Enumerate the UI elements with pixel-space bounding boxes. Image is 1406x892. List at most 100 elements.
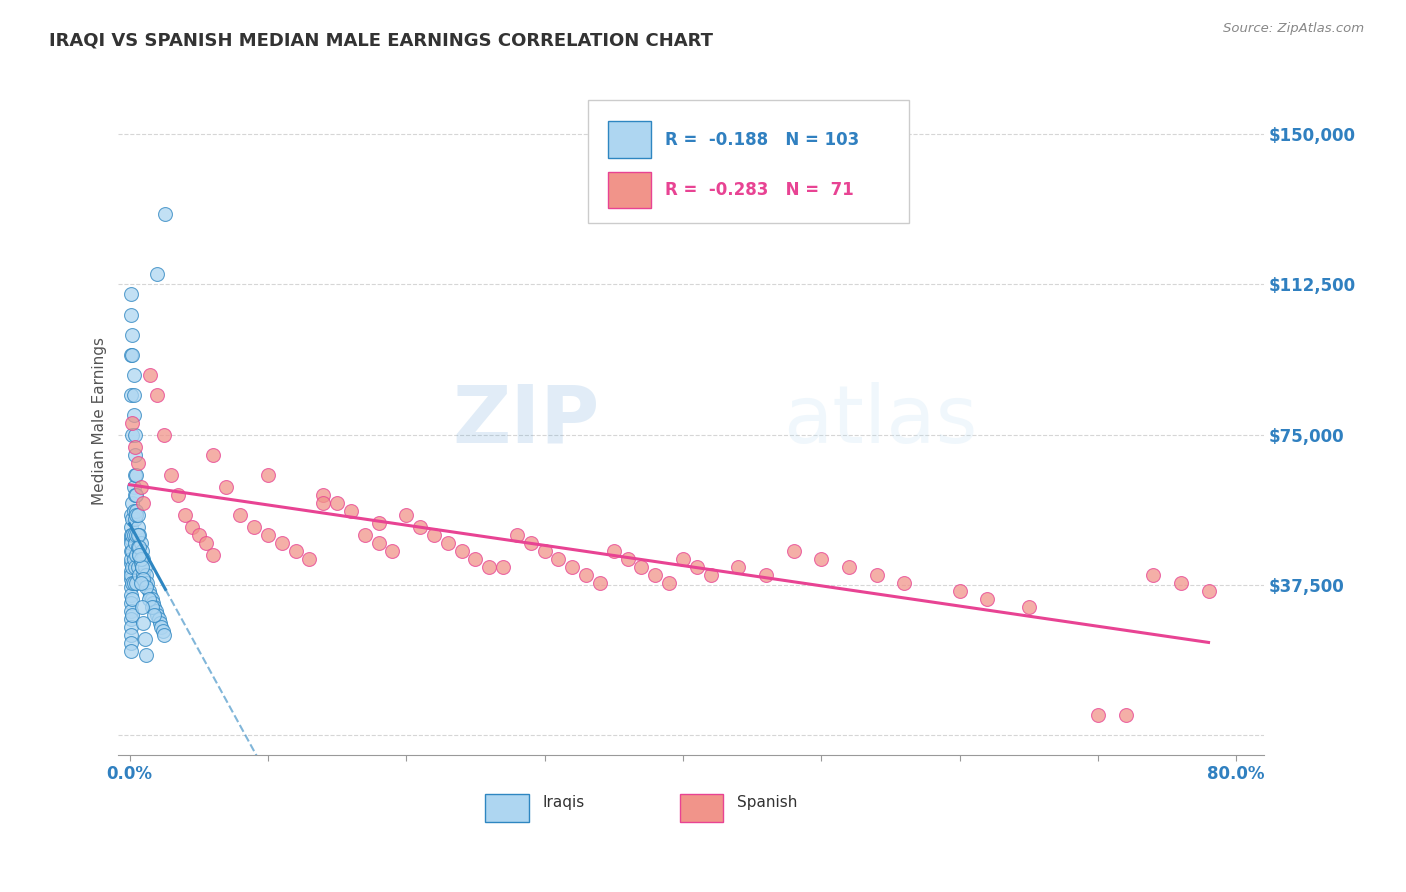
Point bbox=[135, 567, 157, 582]
Point bbox=[141, 599, 163, 614]
Point bbox=[120, 551, 142, 566]
Point bbox=[122, 480, 145, 494]
Point bbox=[1115, 707, 1137, 722]
Point bbox=[128, 567, 150, 582]
Point bbox=[127, 527, 149, 541]
Point bbox=[120, 588, 142, 602]
Point bbox=[146, 607, 169, 622]
Point bbox=[122, 551, 145, 566]
Point bbox=[155, 207, 177, 221]
Point bbox=[727, 559, 749, 574]
Point bbox=[127, 456, 149, 470]
Point bbox=[125, 488, 148, 502]
Point bbox=[122, 575, 145, 590]
Text: R =  -0.283   N =  71: R = -0.283 N = 71 bbox=[665, 181, 853, 199]
Point bbox=[1170, 575, 1192, 590]
Point bbox=[125, 527, 148, 541]
Point bbox=[519, 535, 541, 549]
Point bbox=[122, 527, 145, 541]
Point bbox=[152, 624, 174, 638]
Point bbox=[120, 612, 142, 626]
Point bbox=[121, 416, 143, 430]
Point bbox=[201, 548, 224, 562]
Point bbox=[120, 644, 142, 658]
Point bbox=[120, 556, 142, 570]
Point bbox=[686, 559, 709, 574]
Point bbox=[120, 527, 142, 541]
Point bbox=[602, 543, 624, 558]
Point bbox=[838, 559, 860, 574]
Point bbox=[215, 480, 238, 494]
Point bbox=[180, 519, 202, 533]
Point bbox=[243, 519, 266, 533]
Point bbox=[194, 535, 217, 549]
Point bbox=[153, 427, 176, 442]
Point bbox=[160, 467, 183, 482]
Point bbox=[298, 551, 321, 566]
Point bbox=[128, 548, 150, 562]
Point bbox=[976, 591, 998, 606]
Point bbox=[575, 567, 598, 582]
Point bbox=[644, 567, 666, 582]
Point bbox=[153, 628, 176, 642]
Point bbox=[150, 620, 173, 634]
Point bbox=[122, 387, 145, 401]
FancyBboxPatch shape bbox=[588, 100, 908, 223]
Bar bbox=[679, 794, 723, 822]
Point bbox=[1198, 583, 1220, 598]
Point bbox=[423, 527, 446, 541]
Point bbox=[124, 488, 146, 502]
Point bbox=[120, 308, 142, 322]
Point bbox=[139, 588, 162, 602]
Point bbox=[120, 564, 142, 578]
Point bbox=[141, 591, 163, 606]
Point bbox=[129, 535, 152, 549]
Point bbox=[132, 551, 155, 566]
Point bbox=[201, 448, 224, 462]
Point bbox=[127, 559, 149, 574]
Point bbox=[326, 495, 349, 509]
Point bbox=[132, 495, 155, 509]
Point bbox=[533, 543, 555, 558]
Point bbox=[120, 508, 142, 522]
Point bbox=[142, 596, 165, 610]
Point bbox=[257, 467, 280, 482]
Point bbox=[146, 268, 169, 282]
Point bbox=[120, 387, 142, 401]
Point bbox=[1087, 707, 1109, 722]
Point bbox=[124, 440, 146, 454]
Point bbox=[129, 575, 152, 590]
Point bbox=[131, 559, 153, 574]
Point bbox=[138, 591, 160, 606]
Point bbox=[492, 559, 515, 574]
Point bbox=[146, 387, 169, 401]
Point bbox=[436, 535, 458, 549]
Point bbox=[284, 543, 307, 558]
Point bbox=[121, 591, 143, 606]
Point bbox=[120, 535, 142, 549]
Point bbox=[340, 503, 363, 517]
Point bbox=[173, 508, 195, 522]
Point bbox=[134, 559, 156, 574]
Point bbox=[187, 527, 209, 541]
Point bbox=[127, 519, 149, 533]
Point bbox=[125, 467, 148, 482]
Point bbox=[127, 508, 149, 522]
Text: R =  -0.188   N = 103: R = -0.188 N = 103 bbox=[665, 131, 859, 149]
Point bbox=[124, 467, 146, 482]
Point bbox=[128, 540, 150, 554]
Point bbox=[464, 551, 486, 566]
Point bbox=[124, 448, 146, 462]
Point bbox=[134, 632, 156, 646]
Point bbox=[131, 559, 153, 574]
Point bbox=[755, 567, 778, 582]
Point bbox=[120, 287, 142, 301]
Point bbox=[127, 540, 149, 554]
Point bbox=[124, 559, 146, 574]
Point bbox=[167, 488, 190, 502]
Point bbox=[120, 347, 142, 361]
Point bbox=[120, 543, 142, 558]
Point bbox=[143, 599, 166, 614]
Point bbox=[121, 559, 143, 574]
Point bbox=[135, 580, 157, 594]
